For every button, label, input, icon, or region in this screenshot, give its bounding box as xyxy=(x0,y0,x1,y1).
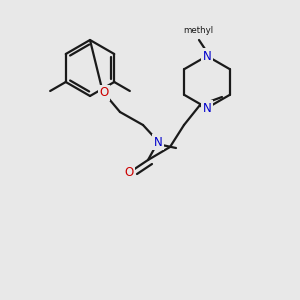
Text: N: N xyxy=(202,50,211,62)
Text: methyl: methyl xyxy=(183,26,213,35)
Text: O: O xyxy=(124,167,134,179)
Text: N: N xyxy=(154,136,162,148)
Text: N: N xyxy=(202,101,211,115)
Text: O: O xyxy=(99,86,109,100)
